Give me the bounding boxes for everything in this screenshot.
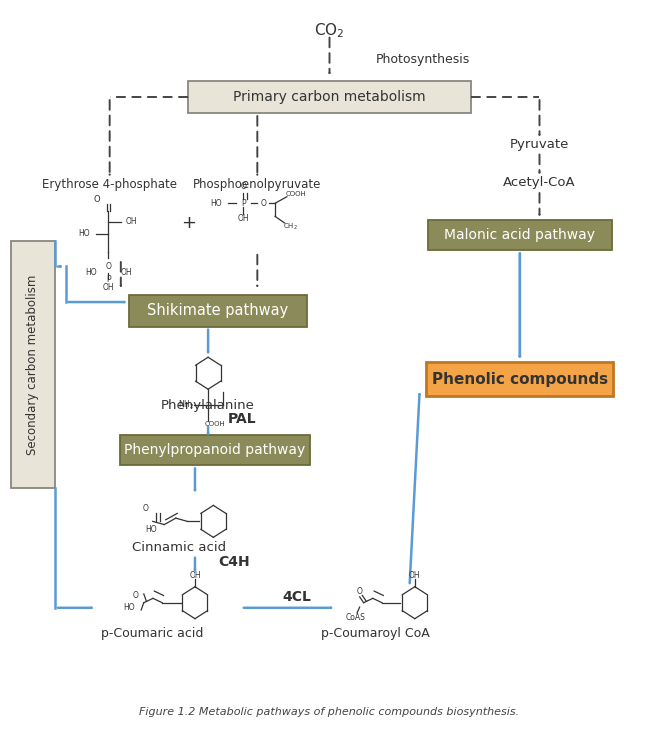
Text: Phenolic compounds: Phenolic compounds: [432, 372, 608, 386]
Bar: [119, 435, 310, 465]
Text: HO: HO: [85, 268, 96, 277]
Text: O: O: [240, 182, 246, 191]
Text: Pyruvate: Pyruvate: [510, 138, 569, 151]
Text: Photosynthesis: Photosynthesis: [376, 53, 470, 66]
Text: p-Coumaric acid: p-Coumaric acid: [101, 627, 204, 640]
Text: HO: HO: [210, 199, 222, 208]
Text: Phenylalanine: Phenylalanine: [161, 399, 255, 412]
Text: OH: OH: [237, 214, 249, 224]
Text: Shikimate pathway: Shikimate pathway: [148, 303, 289, 319]
Text: Phenylpropanoid pathway: Phenylpropanoid pathway: [124, 443, 305, 457]
Text: OH: OH: [103, 283, 114, 292]
Text: CH$_2$: CH$_2$: [283, 222, 298, 232]
Text: P: P: [106, 275, 111, 284]
Text: P: P: [241, 199, 245, 208]
Text: CO$_2$: CO$_2$: [314, 21, 345, 40]
Text: OH: OH: [409, 571, 420, 580]
Text: Erythrose 4-phosphate: Erythrose 4-phosphate: [42, 178, 177, 191]
Text: PAL: PAL: [228, 412, 256, 426]
Text: HO: HO: [146, 525, 157, 534]
Text: O: O: [94, 195, 101, 204]
Bar: [11, 241, 55, 488]
Text: +: +: [181, 214, 196, 232]
Bar: [428, 220, 612, 251]
Text: Secondary carbon metabolism: Secondary carbon metabolism: [26, 274, 40, 455]
Text: O: O: [357, 587, 362, 596]
Text: HO: HO: [78, 229, 90, 238]
Text: COOH: COOH: [205, 421, 225, 427]
Text: Phosphoenolpyruvate: Phosphoenolpyruvate: [193, 178, 322, 191]
Text: C4H: C4H: [218, 555, 250, 569]
Text: Cinnamic acid: Cinnamic acid: [132, 541, 225, 554]
Text: Figure 1.2 Metabolic pathways of phenolic compounds biosynthesis.: Figure 1.2 Metabolic pathways of phenoli…: [140, 706, 519, 717]
Text: CoAS: CoAS: [346, 613, 366, 622]
Text: NH$_2$: NH$_2$: [179, 399, 194, 411]
Text: COOH: COOH: [286, 191, 306, 197]
Bar: [188, 81, 471, 113]
Text: O: O: [133, 591, 139, 600]
Text: O: O: [105, 262, 111, 270]
Text: O: O: [142, 504, 148, 513]
Text: Primary carbon metabolism: Primary carbon metabolism: [233, 90, 426, 104]
Text: p-Coumaroyl CoA: p-Coumaroyl CoA: [321, 627, 430, 640]
Bar: [426, 362, 614, 397]
Text: O: O: [260, 199, 266, 208]
Text: Acetyl-CoA: Acetyl-CoA: [503, 176, 576, 190]
Text: 4CL: 4CL: [282, 590, 311, 604]
Text: HO: HO: [123, 603, 135, 612]
Text: OH: OH: [126, 217, 137, 227]
Text: OH: OH: [189, 571, 201, 580]
Bar: [129, 295, 306, 327]
Text: OH: OH: [121, 268, 132, 277]
Text: Malonic acid pathway: Malonic acid pathway: [444, 228, 595, 242]
